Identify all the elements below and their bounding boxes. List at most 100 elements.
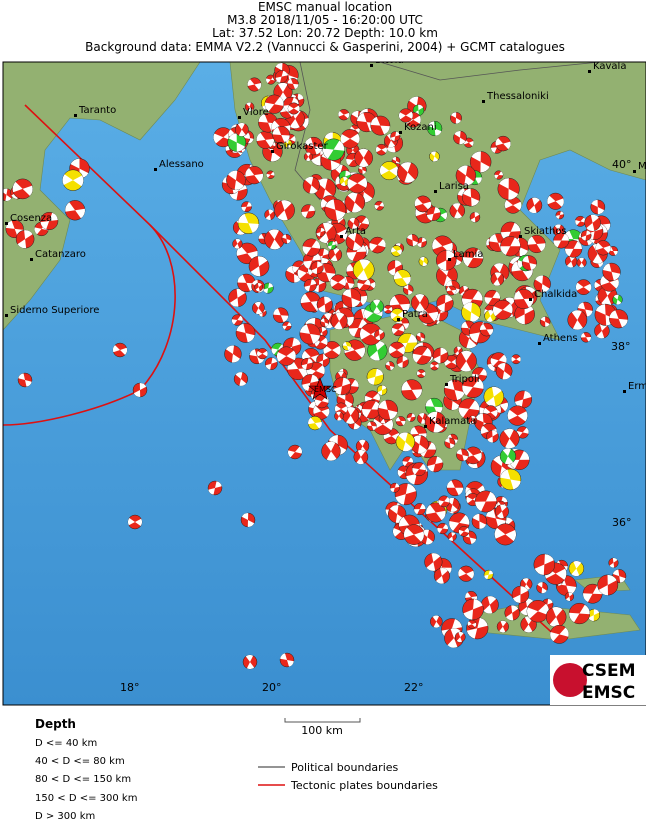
focal-mechanism-plane bbox=[602, 263, 621, 281]
focal-mechanism-plane bbox=[324, 313, 333, 329]
city-label: Taranto bbox=[78, 105, 116, 116]
city-label: Kavala bbox=[593, 61, 626, 72]
focal-mechanism-plane bbox=[407, 413, 416, 422]
focal-mechanism-plane bbox=[246, 102, 253, 112]
focal-mechanism-plane bbox=[238, 213, 259, 233]
header-line: M3.8 2018/11/05 - 16:20:00 UTC bbox=[227, 13, 423, 27]
focal-mechanism-plane bbox=[484, 291, 501, 305]
focal-mechanism-plane bbox=[504, 200, 522, 211]
focal-mechanism-plane bbox=[128, 518, 142, 526]
focal-mechanism-plane bbox=[390, 483, 400, 493]
city-marker bbox=[5, 222, 8, 225]
focal-mechanism-plane bbox=[228, 170, 244, 190]
focal-mechanism-plane bbox=[347, 192, 363, 213]
focal-mechanism-plane bbox=[12, 181, 33, 196]
focal-mechanism-plane bbox=[225, 345, 240, 363]
focal-mechanism-plane bbox=[277, 200, 292, 221]
focal-mechanism-plane bbox=[247, 79, 262, 90]
focal-mechanism-plane bbox=[427, 411, 444, 433]
focal-mechanism-plane bbox=[302, 350, 320, 364]
focal-mechanism-plane bbox=[427, 121, 442, 136]
focal-mechanism-plane bbox=[333, 377, 351, 395]
focal-mechanism-plane bbox=[375, 146, 387, 153]
city-label: Catanzaro bbox=[35, 249, 86, 260]
focal-mechanism-plane bbox=[483, 407, 498, 417]
focal-mechanism-plane bbox=[265, 357, 278, 370]
focal-mechanism-plane bbox=[462, 249, 484, 267]
focal-mechanism-plane bbox=[255, 283, 262, 292]
city-label: Chalkida bbox=[534, 289, 577, 300]
focal-mechanism-plane bbox=[609, 310, 628, 328]
focal-mechanism-plane bbox=[472, 513, 487, 529]
focal-mechanism-plane bbox=[273, 308, 289, 323]
focal-mechanism-plane bbox=[235, 372, 247, 386]
legend-item: D > 300 km bbox=[35, 811, 95, 821]
city-label: Larisa bbox=[439, 181, 469, 192]
lon-label: 18° bbox=[120, 681, 140, 694]
focal-mechanism-plane bbox=[485, 386, 502, 407]
city-label: Patra bbox=[402, 309, 428, 320]
city-marker bbox=[482, 100, 485, 103]
focal-mechanism-plane bbox=[524, 616, 534, 633]
scale-label: 100 km bbox=[301, 724, 343, 737]
focal-mechanism-plane bbox=[249, 349, 265, 364]
focal-mechanism-plane bbox=[418, 413, 427, 424]
focal-mechanism-plane bbox=[330, 277, 346, 287]
focal-mechanism-plane bbox=[377, 385, 387, 396]
city-label: Erm bbox=[628, 381, 646, 392]
focal-mechanism-plane bbox=[555, 211, 564, 219]
city-label: Alessano bbox=[159, 159, 204, 170]
focal-mechanism-plane bbox=[288, 446, 302, 458]
focal-mechanism-plane bbox=[372, 418, 394, 431]
focal-mechanism-plane bbox=[375, 329, 384, 340]
city-label: Girokaster bbox=[276, 141, 329, 152]
tectonic-boundaries bbox=[3, 104, 561, 641]
focal-mechanism-plane bbox=[412, 347, 432, 363]
focal-mechanism-plane bbox=[463, 302, 480, 322]
focal-mechanism-plane bbox=[358, 165, 367, 174]
focal-mechanism-plane bbox=[569, 604, 590, 623]
epicenter-label: EMSC bbox=[314, 385, 337, 394]
focal-mechanism-plane bbox=[457, 165, 474, 186]
focal-mechanism-plane bbox=[444, 437, 455, 449]
focal-mechanism-plane bbox=[316, 227, 325, 237]
city-marker bbox=[238, 116, 241, 119]
focal-mechanism-plane bbox=[471, 151, 490, 173]
focal-mechanism-plane bbox=[416, 371, 426, 377]
focal-mechanism-plane bbox=[500, 237, 521, 255]
city-label: Bitola bbox=[375, 55, 404, 66]
focal-mechanism-plane bbox=[325, 441, 337, 461]
focal-mechanism-plane bbox=[499, 620, 507, 633]
focal-mechanism-plane bbox=[458, 400, 480, 418]
focal-mechanism-plane bbox=[520, 598, 534, 616]
lon-label: 22° bbox=[404, 681, 424, 694]
focal-mechanism-plane bbox=[427, 456, 443, 472]
focal-mechanism-plane bbox=[389, 295, 410, 314]
epicenter bbox=[308, 377, 332, 400]
focal-mechanism-plane bbox=[245, 654, 255, 670]
city-marker bbox=[623, 390, 626, 393]
city-marker bbox=[154, 168, 157, 171]
focal-mechanism-plane bbox=[458, 527, 470, 535]
focal-mechanism-plane bbox=[437, 250, 456, 271]
focal-mechanism-plane bbox=[357, 279, 371, 290]
focal-mechanism-plane bbox=[237, 122, 246, 137]
focal-mechanism-plane bbox=[283, 97, 299, 113]
focal-mechanism-plane bbox=[426, 504, 446, 521]
focal-mechanism-plane bbox=[234, 238, 241, 249]
focal-mechanism-plane bbox=[350, 126, 360, 133]
legend-item: 150 < D <= 300 km bbox=[35, 793, 137, 804]
city-marker bbox=[448, 258, 451, 261]
focal-mechanism-plane bbox=[334, 405, 348, 413]
focal-mechanism-plane bbox=[463, 599, 483, 620]
city-marker bbox=[397, 318, 400, 321]
focal-mechanism-plane bbox=[497, 363, 511, 380]
focal-mechanism-plane bbox=[495, 138, 511, 150]
legend-item: 80 < D <= 150 km bbox=[35, 774, 131, 785]
legend-title: Depth bbox=[35, 717, 76, 731]
focal-mechanism-plane bbox=[497, 504, 507, 519]
focal-mechanism-plane bbox=[475, 491, 497, 512]
focal-mechanism-plane bbox=[460, 285, 469, 297]
focal-mechanism-plane bbox=[528, 197, 540, 214]
focal-mechanism-plane bbox=[391, 247, 402, 255]
